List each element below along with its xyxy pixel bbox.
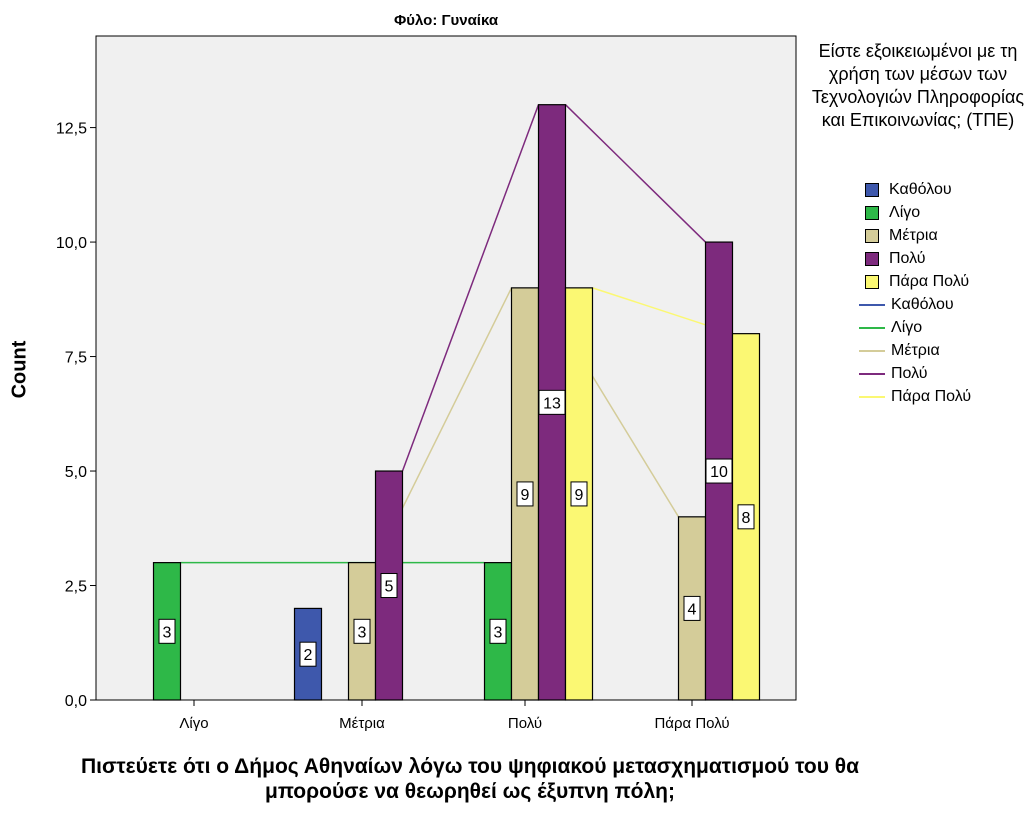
data-label-box bbox=[299, 641, 317, 667]
legend-swatch bbox=[865, 228, 879, 243]
legend-item-line-2: Λίγο bbox=[859, 316, 971, 339]
legend: Καθόλου Λίγο Μέτρια Πολύ Πάρα Πολύ Καθόλου Λίγ… bbox=[859, 178, 972, 408]
series-line-4 bbox=[564, 104, 707, 243]
data-label: 4 bbox=[688, 601, 697, 618]
data-label-box bbox=[158, 618, 176, 644]
x-tick-label: Λίγο bbox=[179, 715, 208, 732]
legend-line-swatch bbox=[859, 326, 885, 329]
legend-label: Καθόλου bbox=[889, 180, 952, 198]
data-label: 13 bbox=[543, 395, 561, 412]
y-tick-label: 10,0 bbox=[56, 235, 87, 252]
legend-title: Είστε εξοικειωμένοι με τη χρήση των μέσω… bbox=[811, 41, 1025, 130]
x-axis-title: Πιστεύετε ότι ο Δήμος Αθηναίων λόγω του … bbox=[80, 755, 860, 803]
legend-label: Πολύ bbox=[889, 249, 926, 267]
legend-line-swatch bbox=[859, 372, 885, 375]
data-label: 3 bbox=[358, 624, 367, 641]
y-axis-title-text: Count bbox=[8, 340, 31, 399]
y-tick-label: 5,0 bbox=[65, 464, 87, 481]
legend-swatch bbox=[865, 205, 879, 220]
legend-swatch bbox=[865, 274, 879, 289]
series-line-4 bbox=[401, 104, 540, 472]
data-label: 9 bbox=[521, 487, 530, 504]
data-label-box bbox=[737, 504, 755, 530]
data-label: 5 bbox=[385, 579, 394, 596]
legend-item-bar-4: Πολύ bbox=[863, 247, 971, 270]
legend-line-swatch bbox=[859, 303, 885, 306]
legend-swatch bbox=[865, 251, 879, 266]
data-label-box bbox=[380, 573, 398, 599]
y-tick-label: 7,5 bbox=[65, 350, 87, 367]
legend-line-swatch bbox=[859, 395, 885, 398]
chart-title: Φύλο: Γυναίκα bbox=[394, 12, 499, 29]
legend-item-bar-1: Καθόλου bbox=[863, 178, 971, 201]
data-label-box bbox=[489, 618, 507, 644]
legend-item-line-4: Πολύ bbox=[859, 362, 971, 385]
legend-item-line-1: Καθόλου bbox=[859, 293, 971, 316]
data-label: 2 bbox=[304, 647, 313, 664]
legend-label: Λίγο bbox=[889, 203, 921, 221]
legend-label: Λίγο bbox=[891, 318, 923, 336]
legend-label: Καθόλου bbox=[891, 295, 954, 313]
legend-label: Μέτρια bbox=[891, 341, 940, 359]
legend-swatch bbox=[865, 182, 879, 197]
data-label: 10 bbox=[710, 464, 728, 481]
legend-item-bar-2: Λίγο bbox=[863, 201, 971, 224]
legend-item-bar-3: Μέτρια bbox=[863, 224, 971, 247]
x-tick-label: Πολύ bbox=[508, 715, 542, 732]
data-label-box bbox=[516, 481, 534, 507]
legend-label: Πολύ bbox=[891, 364, 928, 382]
x-tick-label: Μέτρια bbox=[339, 715, 385, 732]
legend-label: Μέτρια bbox=[889, 226, 938, 244]
data-label-box bbox=[683, 595, 701, 621]
x-tick-label: Πάρα Πολύ bbox=[654, 715, 729, 732]
data-label: 8 bbox=[742, 510, 751, 527]
y-tick-label: 2,5 bbox=[65, 579, 87, 596]
data-label: 3 bbox=[163, 624, 172, 641]
data-label-box bbox=[353, 618, 371, 644]
data-label: 9 bbox=[575, 487, 584, 504]
data-label: 3 bbox=[494, 624, 503, 641]
y-tick-label: 12,5 bbox=[56, 121, 87, 138]
legend-item-line-3: Μέτρια bbox=[859, 339, 971, 362]
data-label-box bbox=[705, 458, 733, 484]
legend-line-swatch bbox=[859, 349, 885, 352]
legend-item-bar-5: Πάρα Πολύ bbox=[863, 270, 971, 293]
legend-label: Πάρα Πολύ bbox=[889, 272, 970, 290]
y-axis-title: Count bbox=[0, 341, 40, 399]
legend-label: Πάρα Πολύ bbox=[891, 387, 972, 405]
y-tick-label: 0,0 bbox=[65, 693, 87, 710]
data-label-box bbox=[570, 481, 588, 507]
legend-item-line-5: Πάρα Πολύ bbox=[859, 385, 972, 408]
